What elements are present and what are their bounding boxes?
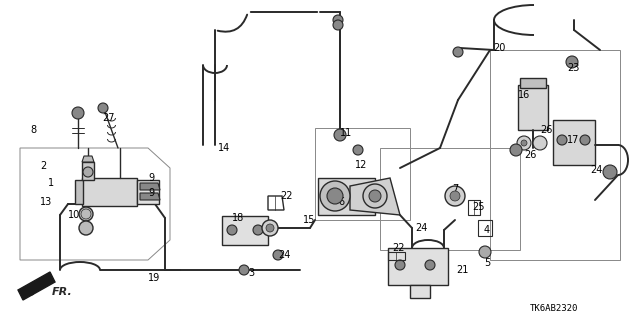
Circle shape bbox=[510, 144, 522, 156]
Text: 24: 24 bbox=[415, 223, 428, 233]
Circle shape bbox=[239, 265, 249, 275]
Text: 16: 16 bbox=[518, 90, 531, 100]
Text: 21: 21 bbox=[456, 265, 468, 275]
Text: 24: 24 bbox=[590, 165, 602, 175]
Text: 6: 6 bbox=[338, 197, 344, 207]
Circle shape bbox=[79, 221, 93, 235]
Polygon shape bbox=[553, 120, 595, 165]
Text: 12: 12 bbox=[355, 160, 367, 170]
Text: TK6AB2320: TK6AB2320 bbox=[530, 304, 579, 313]
Circle shape bbox=[253, 225, 263, 235]
Text: 24: 24 bbox=[278, 250, 291, 260]
Circle shape bbox=[334, 129, 346, 141]
Circle shape bbox=[333, 15, 343, 25]
Bar bbox=[75, 180, 83, 204]
Circle shape bbox=[363, 184, 387, 208]
Polygon shape bbox=[140, 183, 160, 190]
Circle shape bbox=[450, 191, 460, 201]
Text: 9: 9 bbox=[148, 188, 154, 198]
Circle shape bbox=[445, 186, 465, 206]
Text: 1: 1 bbox=[48, 178, 54, 188]
Text: 8: 8 bbox=[30, 125, 36, 135]
Circle shape bbox=[266, 224, 274, 232]
Polygon shape bbox=[222, 216, 268, 245]
Text: 22: 22 bbox=[392, 243, 404, 253]
Bar bbox=[520, 78, 546, 88]
Circle shape bbox=[453, 47, 463, 57]
Polygon shape bbox=[388, 248, 448, 285]
Polygon shape bbox=[140, 193, 160, 200]
Circle shape bbox=[533, 136, 547, 150]
Circle shape bbox=[521, 140, 527, 146]
Text: 17: 17 bbox=[567, 135, 579, 145]
Circle shape bbox=[98, 103, 108, 113]
Bar bbox=[137, 180, 159, 204]
Circle shape bbox=[517, 136, 531, 150]
Circle shape bbox=[395, 260, 405, 270]
Text: 26: 26 bbox=[524, 150, 536, 160]
Bar bbox=[518, 85, 548, 130]
Circle shape bbox=[425, 260, 435, 270]
Circle shape bbox=[557, 135, 567, 145]
Circle shape bbox=[262, 220, 278, 236]
Text: 25: 25 bbox=[472, 202, 484, 212]
Text: FR.: FR. bbox=[52, 287, 73, 297]
Text: 26: 26 bbox=[540, 125, 552, 135]
Polygon shape bbox=[82, 156, 94, 162]
Polygon shape bbox=[18, 272, 55, 300]
Text: 20: 20 bbox=[493, 43, 506, 53]
Bar bbox=[82, 178, 137, 206]
Circle shape bbox=[320, 181, 350, 211]
Circle shape bbox=[479, 246, 491, 258]
Circle shape bbox=[333, 20, 343, 30]
Bar bbox=[82, 162, 94, 180]
Text: 22: 22 bbox=[280, 191, 292, 201]
Text: 14: 14 bbox=[218, 143, 230, 153]
Text: 18: 18 bbox=[232, 213, 244, 223]
Polygon shape bbox=[410, 285, 430, 298]
Circle shape bbox=[273, 250, 283, 260]
Circle shape bbox=[369, 190, 381, 202]
Circle shape bbox=[72, 107, 84, 119]
Text: 7: 7 bbox=[452, 184, 458, 194]
Text: 23: 23 bbox=[567, 63, 579, 73]
Text: 13: 13 bbox=[40, 197, 52, 207]
Text: 19: 19 bbox=[148, 273, 160, 283]
Text: 2: 2 bbox=[40, 161, 46, 171]
Text: 11: 11 bbox=[340, 128, 352, 138]
Circle shape bbox=[327, 188, 343, 204]
Circle shape bbox=[79, 207, 93, 221]
Circle shape bbox=[83, 167, 93, 177]
Circle shape bbox=[580, 135, 590, 145]
Text: 27: 27 bbox=[102, 113, 115, 123]
Text: 15: 15 bbox=[303, 215, 316, 225]
Text: 9: 9 bbox=[148, 173, 154, 183]
Text: 3: 3 bbox=[248, 268, 254, 278]
Circle shape bbox=[603, 165, 617, 179]
Circle shape bbox=[566, 56, 578, 68]
Text: 10: 10 bbox=[68, 210, 80, 220]
Circle shape bbox=[353, 145, 363, 155]
Polygon shape bbox=[318, 178, 375, 215]
Text: 5: 5 bbox=[484, 258, 490, 268]
Polygon shape bbox=[350, 178, 400, 215]
Text: 4: 4 bbox=[484, 225, 490, 235]
Circle shape bbox=[227, 225, 237, 235]
